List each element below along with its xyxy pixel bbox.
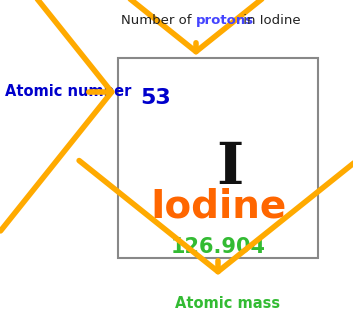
- Text: protons: protons: [196, 14, 254, 27]
- Text: I: I: [216, 140, 244, 196]
- Text: Atomic mass: Atomic mass: [175, 296, 281, 311]
- Text: 126.904: 126.904: [170, 237, 265, 257]
- Text: Number of: Number of: [121, 14, 196, 27]
- Text: 53: 53: [140, 88, 171, 108]
- Text: in Iodine: in Iodine: [239, 14, 301, 27]
- Text: Atomic number: Atomic number: [5, 84, 131, 100]
- Text: Iodine: Iodine: [150, 188, 286, 226]
- Bar: [118, 58, 318, 258]
